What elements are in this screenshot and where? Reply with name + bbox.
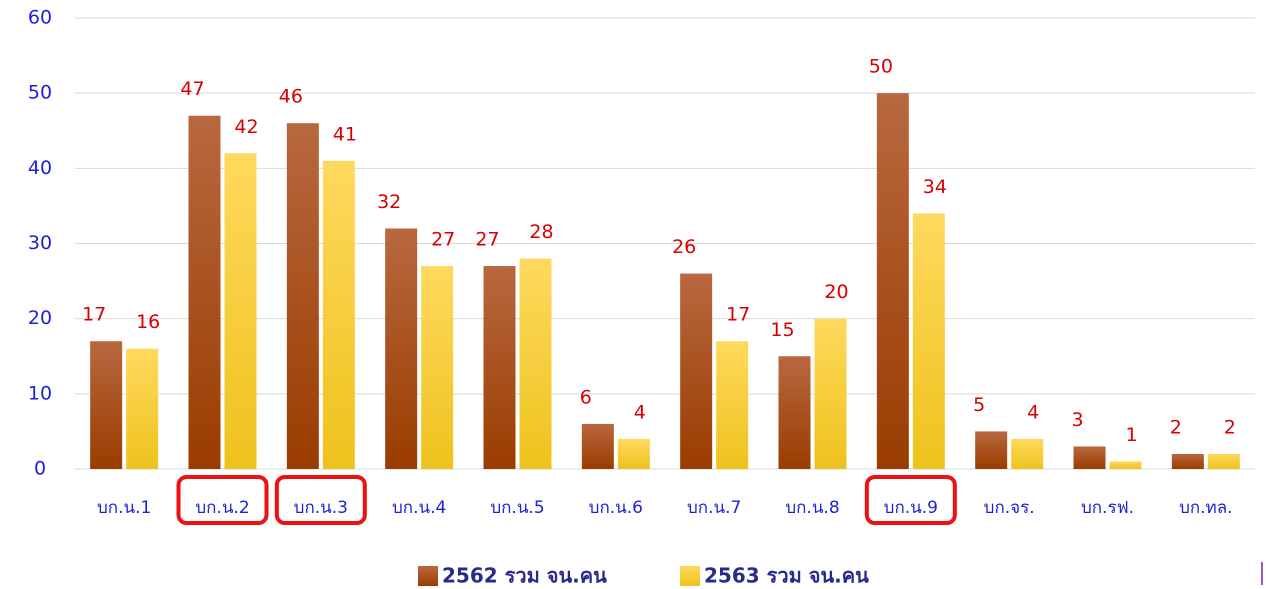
y-tick-label: 0	[34, 458, 46, 480]
bar	[224, 153, 257, 470]
bar	[1207, 453, 1240, 469]
bar	[322, 160, 355, 470]
y-tick-label: 30	[28, 232, 52, 254]
x-tick-label: บก.น.7	[687, 498, 741, 518]
data-label: 15	[770, 319, 794, 341]
data-label: 17	[82, 304, 106, 326]
x-tick-label: บก.น.1	[97, 498, 151, 518]
data-label: 4	[634, 401, 646, 423]
data-label: 16	[136, 311, 160, 333]
data-label: 42	[234, 116, 258, 138]
legend-label: 2562 รวม จน.คน	[442, 564, 607, 588]
highlight-box	[274, 475, 367, 525]
bar	[876, 93, 909, 470]
data-label: 20	[824, 281, 848, 303]
bar	[716, 341, 749, 469]
bar	[519, 258, 552, 469]
bar	[975, 431, 1008, 469]
bar	[126, 348, 159, 469]
bar	[581, 423, 614, 469]
y-tick-label: 10	[28, 382, 52, 404]
bar	[421, 266, 454, 469]
data-label: 3	[1071, 409, 1083, 431]
x-tick-label: บก.ทล.	[1179, 498, 1233, 518]
data-label: 4	[1027, 401, 1039, 423]
data-label: 1	[1125, 424, 1137, 446]
bar	[188, 115, 221, 469]
bar	[1109, 461, 1142, 469]
highlight-box	[864, 475, 957, 525]
data-label: 27	[431, 229, 455, 251]
legend-swatch	[680, 566, 700, 586]
x-tick-label: บก.น.6	[589, 498, 643, 518]
data-label: 28	[529, 221, 553, 243]
bar	[1073, 446, 1106, 469]
bar	[1011, 438, 1044, 469]
bar	[778, 356, 811, 469]
data-label: 5	[973, 394, 985, 416]
x-tick-label: บก.น.3	[294, 498, 348, 518]
x-tick-label: บก.รฟ.	[1081, 498, 1134, 518]
legend-swatch	[418, 566, 438, 586]
y-tick-label: 50	[28, 82, 52, 104]
legend-label: 2563 รวม จน.คน	[704, 564, 869, 588]
x-tick-label: บก.น.8	[785, 498, 839, 518]
data-label: 46	[279, 86, 303, 108]
bar	[680, 273, 713, 469]
x-tick-label: บก.จร.	[984, 498, 1035, 518]
x-tick-label: บก.น.9	[884, 498, 938, 518]
data-label: 6	[580, 386, 592, 408]
bar	[483, 266, 516, 469]
y-tick-label: 60	[28, 7, 52, 29]
bar	[385, 228, 418, 469]
y-tick-label: 20	[28, 307, 52, 329]
data-label: 26	[672, 236, 696, 258]
highlight-box	[176, 475, 269, 525]
x-tick-label: บก.น.4	[392, 498, 446, 518]
x-tick-label: บก.น.2	[195, 498, 249, 518]
data-label: 17	[726, 304, 750, 326]
data-label: 50	[869, 56, 893, 78]
bar	[286, 123, 319, 469]
bar	[912, 213, 945, 469]
bar	[90, 341, 123, 469]
data-label: 2	[1170, 416, 1182, 438]
data-label: 41	[333, 123, 357, 145]
bar	[617, 438, 650, 469]
data-label: 27	[475, 229, 499, 251]
bar	[1171, 453, 1204, 469]
y-tick-label: 40	[28, 157, 52, 179]
bar	[814, 318, 847, 469]
data-label: 34	[923, 176, 947, 198]
data-label: 2	[1224, 416, 1236, 438]
x-tick-label: บก.น.5	[490, 498, 544, 518]
data-label: 32	[377, 191, 401, 213]
data-label: 47	[180, 78, 204, 100]
